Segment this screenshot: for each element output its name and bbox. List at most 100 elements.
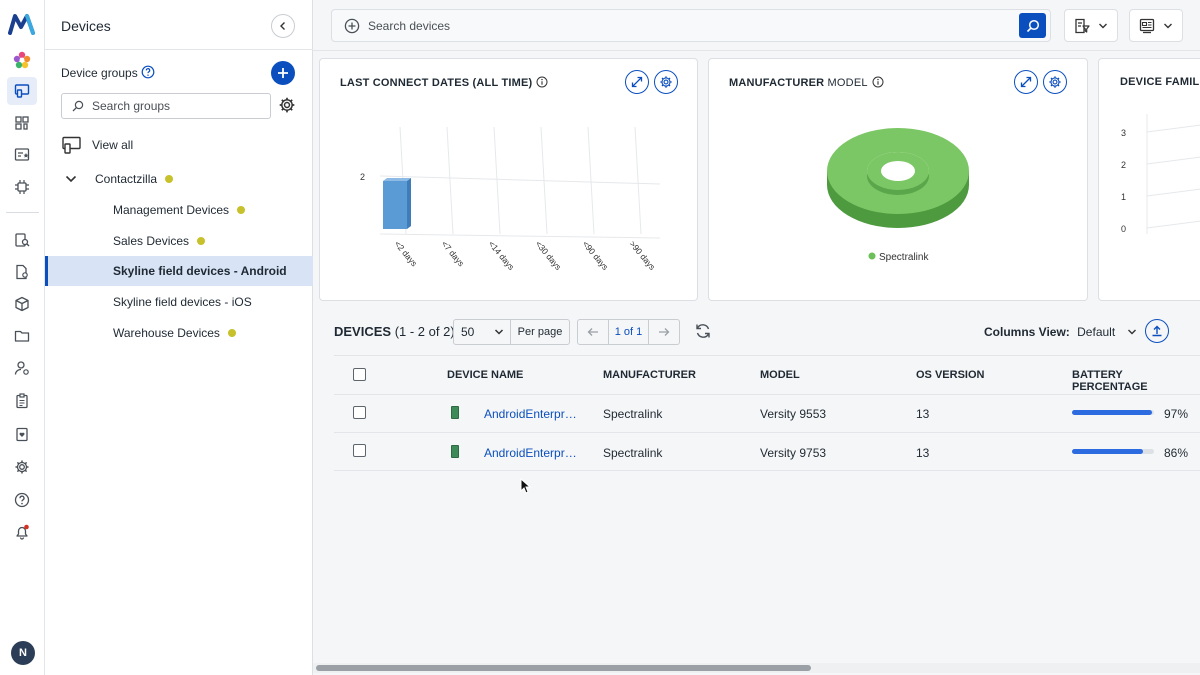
expand-chart-button[interactable] (625, 70, 649, 94)
groups-panel: Devices Device groups (45, 0, 313, 675)
header-divider (313, 50, 1200, 51)
last-connect-card: LAST CONNECT DATES (ALL TIME) 2 <2 days <7… (319, 58, 698, 301)
model-cell: Versity 9753 (760, 446, 827, 460)
legend-label: Spectralink (879, 252, 929, 263)
group-search-box[interactable] (61, 93, 271, 119)
arrow-right-icon (659, 328, 670, 336)
chevron-down-icon (1127, 329, 1136, 335)
col-battery[interactable]: BATTERY PERCENTAGE (1072, 369, 1148, 393)
rail-tasks[interactable] (7, 420, 37, 448)
group-label: Skyline field devices - iOS (113, 295, 252, 309)
group-item-sales[interactable]: Sales Devices (45, 226, 313, 256)
col-manufacturer[interactable]: MANUFACTURER (603, 369, 696, 381)
chart-settings-button[interactable] (654, 70, 678, 94)
row-checkbox[interactable] (353, 444, 366, 457)
add-group-button[interactable] (271, 61, 295, 85)
next-page-button[interactable] (649, 320, 679, 344)
rail-kiosk[interactable] (7, 141, 37, 169)
header-line (334, 394, 1200, 395)
row-line (334, 470, 1200, 471)
bar-0[interactable] (383, 181, 407, 229)
manufacturer-cell: Spectralink (603, 407, 663, 421)
rail-reports[interactable] (7, 387, 37, 415)
y-tick-label: 0 (1121, 224, 1126, 234)
device-name-link[interactable]: AndroidEnterpr… (484, 407, 577, 421)
gear-icon (279, 97, 295, 113)
collapse-panel-button[interactable] (271, 14, 295, 38)
per-page-value[interactable]: 50 (454, 320, 511, 344)
group-label: Skyline field devices - Android (113, 264, 287, 278)
card-title-rest: MODEL (824, 77, 868, 89)
battery-fill (1072, 410, 1152, 415)
export-button[interactable] (1145, 319, 1169, 343)
rail-chip[interactable] (7, 173, 37, 201)
info-icon[interactable] (872, 76, 884, 88)
panel-title: Devices (61, 18, 111, 34)
info-icon[interactable] (536, 76, 548, 88)
group-settings-button[interactable] (278, 96, 296, 114)
group-label: Contactzilla (95, 172, 158, 186)
per-page-number: 50 (461, 325, 475, 339)
search-icon (72, 100, 84, 112)
status-dot (197, 237, 206, 245)
rail-users[interactable] (7, 354, 37, 382)
status-dot (165, 175, 174, 183)
folder-icon (14, 330, 30, 342)
per-page-select[interactable]: 50 Per page (453, 319, 570, 345)
card-title-text: LAST CONNECT DATES (ALL TIME) (340, 77, 533, 89)
help-icon (14, 492, 30, 508)
rail-files[interactable] (7, 258, 37, 286)
col-device-name[interactable]: DEVICE NAME (447, 369, 524, 381)
group-item-contactzilla[interactable]: Contactzilla (45, 164, 313, 194)
row-checkbox[interactable] (353, 406, 366, 419)
devices-title: DEVICES (334, 324, 392, 339)
col-model[interactable]: MODEL (760, 369, 800, 381)
chart-settings-button[interactable] (1043, 70, 1067, 94)
rail-apps[interactable] (7, 46, 37, 74)
columns-view[interactable]: Columns View: Default (984, 325, 1137, 339)
device-search-bar[interactable] (331, 9, 1051, 42)
view-layout-dropdown[interactable] (1129, 9, 1183, 42)
device-groups-help[interactable] (141, 65, 155, 79)
app-logo[interactable] (7, 10, 37, 38)
avatar[interactable]: N (11, 641, 35, 665)
group-item-warehouse[interactable]: Warehouse Devices (45, 318, 313, 348)
x-tick-label: <90 days (580, 239, 610, 272)
rail-settings[interactable] (7, 453, 37, 481)
device-family-card: DEVICE FAMIL 3 2 1 0 (1098, 58, 1200, 301)
view-all-item[interactable]: View all (45, 130, 313, 160)
group-item-skyline-android[interactable]: Skyline field devices - Android (45, 256, 313, 286)
rail-help[interactable] (7, 486, 37, 514)
rail-groups[interactable] (7, 109, 37, 137)
search-submit-button[interactable] (1019, 13, 1046, 38)
main-content: LAST CONNECT DATES (ALL TIME) 2 <2 days <7… (313, 0, 1200, 675)
col-os-version[interactable]: OS VERSION (916, 369, 985, 381)
device-search-input[interactable] (368, 18, 988, 33)
status-dot (227, 329, 236, 337)
group-item-management[interactable]: Management Devices (45, 195, 313, 225)
group-search-input[interactable] (92, 99, 262, 113)
refresh-icon (696, 324, 710, 338)
rail-search-device[interactable] (7, 226, 37, 254)
select-all-checkbox[interactable] (353, 368, 366, 381)
card-title-bold: MANUFACTURER (729, 77, 825, 89)
refresh-button[interactable] (694, 322, 712, 340)
grid-devices-icon (15, 116, 29, 130)
devices-icon (62, 136, 81, 154)
chevron-down-icon (65, 175, 77, 183)
android-device-icon (451, 406, 459, 419)
expand-chart-button[interactable] (1014, 70, 1038, 94)
clipboard-icon (16, 393, 28, 409)
horizontal-scrollbar-thumb[interactable] (316, 665, 811, 671)
bell-icon (16, 524, 29, 540)
rail-notifications[interactable] (7, 518, 37, 546)
per-page-label: Per page (517, 326, 563, 338)
rail-folders[interactable] (7, 322, 37, 350)
device-name-link[interactable]: AndroidEnterpr… (484, 446, 577, 460)
rail-packages[interactable] (7, 290, 37, 318)
file-settings-icon (16, 264, 28, 280)
group-item-skyline-ios[interactable]: Skyline field devices - iOS (45, 287, 313, 317)
rail-devices[interactable] (7, 77, 37, 105)
saved-filters-dropdown[interactable] (1064, 9, 1118, 42)
prev-page-button[interactable] (578, 320, 608, 344)
